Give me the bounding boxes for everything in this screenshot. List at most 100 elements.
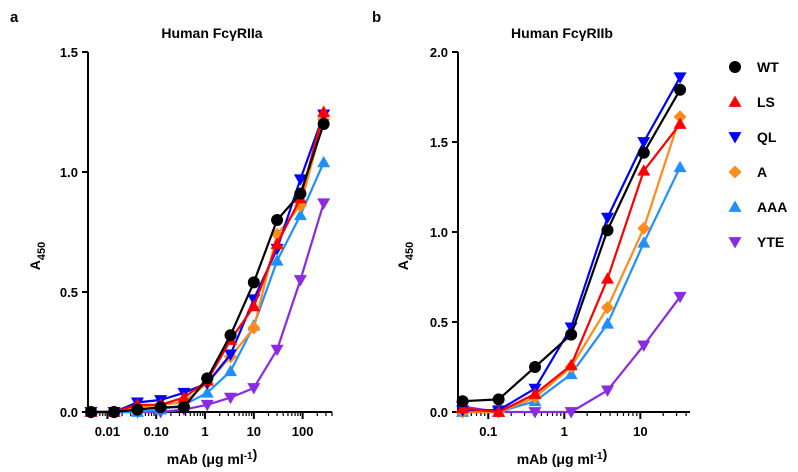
panel-b-series-wt [456, 83, 687, 408]
panel-a-point-wt [201, 372, 214, 385]
panel-b-point-ls [564, 358, 578, 371]
svg-text:A450: A450 [27, 242, 48, 270]
legend-label-ql: QL [757, 129, 777, 145]
panel-a-xtick-label: 0.10 [144, 424, 169, 439]
legend-label-yte: YTE [757, 234, 784, 250]
panel-a-ytick-label: 0.5 [60, 285, 78, 300]
legend-label-a: A [757, 164, 767, 180]
panel-a-series-ql [84, 109, 331, 419]
panel-b-point-aaa [673, 160, 687, 173]
panel-a-point-ql [293, 174, 307, 186]
panel-b-point-aaa [637, 236, 651, 248]
legend-marker-a [728, 165, 742, 179]
panel-a-xtick-label: 10 [247, 424, 261, 439]
panel-b-xlabel: mAb (μg ml-1) [517, 446, 608, 467]
legend-marker-ql [728, 132, 742, 144]
legend-marker-ls [728, 95, 742, 107]
panel-b-point-a [673, 110, 687, 124]
legend-item-aaa: AAA [728, 199, 787, 215]
panel-a-point-wt [294, 187, 307, 200]
panel-a-point-wt [247, 276, 260, 289]
panel-b: b Human FcγRIIb A450 mAb (μg ml-1) 0.0 0.… [372, 9, 690, 467]
panel-b-title: Human FcγRIIb [511, 25, 613, 41]
panel-b-point-aaa [600, 317, 614, 329]
panel-a-point-wt [317, 118, 330, 130]
panel-b-ylabel-subscript: 450 [404, 242, 416, 260]
panel-b-point-a [637, 221, 651, 235]
panel-b-point-yte [673, 291, 687, 304]
panel-a-point-yte [270, 344, 284, 357]
panel-a-xtick-label: 100 [292, 424, 314, 439]
legend-item-a: A [728, 164, 767, 180]
panel-a-point-yte [293, 275, 307, 287]
panel-a-ytick-label: 1.0 [60, 165, 78, 180]
panel-a-point-ls [177, 391, 191, 403]
panel-a-line-a [90, 118, 325, 414]
panel-a: a Human FcγRIIa A450 mAb (μg ml-1) 0.00.… [10, 9, 333, 467]
panel-b-point-yte [637, 340, 651, 352]
legend-label-ls: LS [757, 94, 775, 110]
panel-a-point-a [247, 321, 261, 335]
panel-a-point-aaa [270, 254, 284, 266]
panel-b-point-ql [673, 72, 687, 84]
panel-a-point-wt [271, 214, 284, 226]
legend-marker-wt [729, 61, 741, 73]
panel-b-ylabel: A450 [395, 242, 416, 270]
panel-a-point-ls [247, 299, 261, 312]
panel-b-point-yte [528, 407, 542, 419]
panel-b-letter: b [372, 9, 381, 26]
panel-b-ytick-label: 2.0 [430, 45, 448, 60]
legend-item-wt: WT [729, 59, 779, 75]
panel-a-point-ls [317, 105, 331, 117]
panel-b-point-yte [564, 407, 578, 419]
legend-item-ql: QL [728, 129, 777, 145]
panel-b-point-a [600, 301, 614, 315]
panel-b-point-yte [600, 385, 614, 397]
svg-text:A450: A450 [395, 242, 416, 270]
panel-b-series-ls [456, 117, 687, 417]
panel-b-ytick-label: 0.5 [430, 315, 448, 330]
panel-b-point-wt [674, 83, 687, 96]
panel-b-axes: 0.0 0.5 1.0 1.5 2.0 0.1 1 10 [430, 45, 690, 439]
panel-a-point-yte [224, 392, 238, 405]
panel-a-point-aaa [200, 386, 214, 398]
panel-a-line-wt [90, 123, 325, 414]
panel-b-series-aaa [456, 160, 687, 417]
panel-a-ytick-label: 1.5 [60, 45, 78, 60]
panel-a-point-yte [247, 383, 261, 395]
panel-b-xtick-label: 10 [633, 424, 647, 439]
panel-b-point-ls [456, 401, 470, 414]
panel-b-xtick-label: 0.1 [479, 424, 497, 439]
panel-a-title: Human FcγRIIa [161, 25, 262, 41]
panel-b-ytick-label: 0.0 [430, 405, 448, 420]
legend-marker-yte [728, 237, 742, 249]
panel-a-line-ql [90, 114, 325, 414]
panel-b-point-wt [637, 146, 650, 159]
panel-a-point-wt [84, 406, 97, 418]
panel-b-point-ls [637, 164, 651, 176]
panel-a-point-wt [154, 401, 167, 414]
panel-a-point-aaa [317, 155, 331, 168]
panel-a-series-ls [84, 105, 331, 417]
panel-b-point-ql [637, 137, 651, 149]
panel-a-point-wt [108, 406, 121, 418]
panel-a-point-aaa [293, 208, 307, 221]
panel-a-point-ql [224, 349, 238, 361]
panel-b-point-ls [492, 405, 506, 417]
panel-a-ytick-label: 0.0 [60, 405, 78, 420]
panel-a-series-wt [84, 118, 330, 418]
panel-b-point-ls [600, 272, 614, 284]
panel-a-point-wt [177, 401, 190, 414]
legend-label-aaa: AAA [757, 199, 787, 215]
panel-b-point-wt [492, 393, 505, 406]
panel-b-point-ls [673, 117, 687, 129]
legend-marker-aaa [728, 200, 742, 212]
panel-b-point-ls [528, 387, 542, 399]
panel-a-point-aaa [224, 364, 238, 377]
panel-b-point-wt [529, 361, 542, 373]
legend-label-wt: WT [757, 59, 779, 75]
panel-a-point-wt [224, 329, 237, 342]
panel-a-point-yte [200, 399, 214, 412]
